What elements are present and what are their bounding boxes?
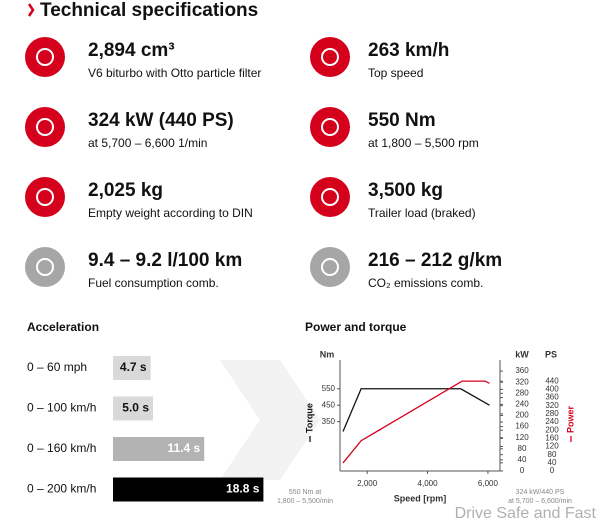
y-tick-label: 440: [545, 376, 559, 385]
spec-value: 2,894 cm³: [88, 40, 175, 61]
y3-axis-label: PS: [545, 349, 557, 359]
page-title: Technical specifications: [40, 0, 258, 21]
spec-icon-glyph: [321, 48, 339, 66]
spec-icon: [310, 247, 350, 287]
y-tick-label: 550: [322, 384, 336, 393]
x-tick-label: 4,000: [418, 479, 439, 488]
acceleration-bar: [113, 396, 153, 421]
spec-value: 263 km/h: [368, 40, 449, 61]
spec-icon-glyph: [36, 118, 54, 136]
spec-icon: [25, 247, 65, 287]
acceleration-value: 4.7 s: [120, 360, 147, 374]
y-tick-label: 120: [545, 442, 559, 451]
y-tick-label: 80: [548, 450, 557, 459]
spec-icon: [310, 177, 350, 217]
legend-entry: Torque: [304, 403, 314, 442]
acceleration-value: 5.0 s: [122, 401, 149, 415]
legend-label: Torque: [304, 403, 314, 433]
spec-icon-glyph: [36, 48, 54, 66]
spec-value: 2,025 kg: [88, 180, 163, 201]
title-chevron: [27, 3, 35, 17]
y-tick-label: 280: [515, 388, 529, 397]
x-axis-label: Speed [rpm]: [394, 493, 447, 503]
y-tick-label: 0: [550, 466, 555, 475]
spec-value: 9.4 – 9.2 l/100 km: [88, 250, 242, 271]
y-tick-label: 160: [545, 433, 559, 442]
spec-value: 550 Nm: [368, 110, 436, 131]
spec-icon: [25, 107, 65, 147]
spec-label: Empty weight according to DIN: [88, 206, 253, 220]
y-axis-label: Nm: [320, 349, 335, 359]
spec-label: Top speed: [368, 66, 423, 80]
y-tick-label: 120: [515, 433, 529, 442]
y-tick-label: 40: [548, 458, 557, 467]
chart-annotation: at 5,700 – 6,600/min: [508, 498, 572, 505]
chart-title: Power and torque: [305, 320, 407, 334]
acceleration-label: 0 – 160 km/h: [27, 441, 96, 455]
acceleration-label: 0 – 60 mph: [27, 360, 87, 374]
chart-annotation: 324 kW/440 PS: [516, 489, 565, 496]
spec-icon: [25, 177, 65, 217]
y-tick-label: 320: [515, 377, 529, 386]
spec-icon-glyph: [321, 258, 339, 276]
spec-value: 324 kW (440 PS): [88, 110, 234, 131]
chart-annotation: 550 Nm at: [289, 489, 321, 496]
acceleration-label: 0 – 200 km/h: [27, 482, 96, 496]
spec-label: at 1,800 – 5,500 rpm: [368, 136, 479, 150]
y-tick-label: 360: [545, 393, 559, 402]
y-tick-label: 200: [515, 411, 529, 420]
spec-icon-glyph: [321, 188, 339, 206]
x-tick-label: 2,000: [357, 479, 378, 488]
y-tick-label: 280: [545, 409, 559, 418]
watermark: Drive Safe and Fast: [455, 505, 597, 522]
x-tick-label: 6,000: [478, 479, 499, 488]
acceleration-value: 11.4 s: [167, 441, 200, 455]
spec-label: Trailer load (braked): [368, 206, 476, 220]
y-tick-label: 240: [515, 400, 529, 409]
y-tick-label: 160: [515, 422, 529, 431]
y-tick-label: 240: [545, 417, 559, 426]
acceleration-bar: [113, 477, 264, 502]
y-tick-label: 350: [322, 417, 336, 426]
y-tick-label: 320: [545, 401, 559, 410]
spec-label: Fuel consumption comb.: [88, 276, 219, 290]
spec-label: at 5,700 – 6,600 1/min: [88, 136, 207, 150]
series-line: [342, 388, 490, 432]
series-line: [342, 380, 490, 464]
spec-icon-glyph: [36, 188, 54, 206]
y-tick-label: 40: [518, 455, 527, 464]
spec-icon: [310, 37, 350, 77]
y-tick-label: 360: [515, 366, 529, 375]
acceleration-value: 18.8 s: [226, 482, 260, 496]
y-tick-label: 450: [322, 400, 336, 409]
y2-axis-label: kW: [515, 349, 529, 359]
spec-icon: [25, 37, 65, 77]
spec-icon-glyph: [36, 258, 54, 276]
acceleration-label: 0 – 100 km/h: [27, 401, 96, 415]
y-tick-label: 80: [518, 444, 527, 453]
spec-value: 216 – 212 g/km: [368, 250, 502, 271]
acceleration-title: Acceleration: [27, 320, 99, 334]
spec-label: CO₂ emissions comb.: [368, 276, 483, 290]
spec-icon-glyph: [321, 118, 339, 136]
y-tick-label: 200: [545, 425, 559, 434]
spec-label: V6 biturbo with Otto particle filter: [88, 66, 261, 80]
legend-label: Power: [565, 405, 575, 433]
acceleration-bar: [113, 437, 205, 461]
y-tick-label: 400: [545, 384, 559, 393]
acceleration-bar: [113, 356, 151, 380]
y-tick-label: 0: [520, 466, 525, 475]
chart-annotation: 1,800 – 5,500/min: [277, 498, 333, 505]
spec-icon: [310, 107, 350, 147]
legend-entry: Power: [565, 405, 575, 442]
background-chevrons: [220, 360, 320, 480]
spec-value: 3,500 kg: [368, 180, 443, 201]
